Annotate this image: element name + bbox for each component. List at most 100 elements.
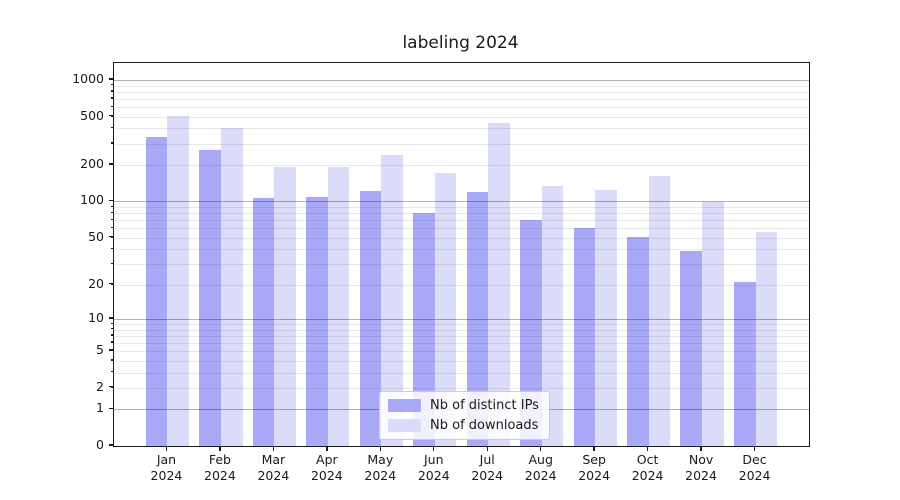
bar-distinct-ips bbox=[466, 191, 489, 446]
y-minor-tick-mark bbox=[110, 115, 113, 117]
x-tick-mark bbox=[486, 446, 488, 451]
y-minor-tick-mark bbox=[110, 247, 113, 250]
minor-gridline bbox=[114, 237, 809, 239]
legend-label-downloads: Nb of downloads bbox=[430, 418, 539, 433]
chart-title: labeling 2024 bbox=[402, 33, 519, 53]
legend-label-distinct-ips: Nb of distinct IPs bbox=[430, 398, 539, 413]
y-minor-tick-mark bbox=[110, 328, 113, 330]
y-tick-label: 20 bbox=[88, 275, 104, 291]
minor-gridline bbox=[114, 116, 809, 118]
bar-downloads bbox=[381, 154, 403, 446]
x-tick-label-year: 2024 bbox=[578, 468, 611, 483]
bar-distinct-ips bbox=[627, 236, 649, 446]
minor-gridline bbox=[114, 128, 809, 130]
minor-gridline bbox=[114, 143, 809, 145]
x-tick-label-month: May bbox=[367, 452, 394, 467]
y-minor-tick-mark bbox=[110, 334, 113, 336]
plot-area bbox=[113, 62, 810, 447]
minor-gridline bbox=[114, 165, 809, 167]
y-tick-mark bbox=[108, 317, 113, 319]
bar-distinct-ips bbox=[306, 196, 328, 446]
x-tick-label-year: 2024 bbox=[631, 468, 664, 483]
minor-gridline bbox=[114, 329, 809, 331]
y-tick-mark bbox=[108, 444, 113, 446]
bar-downloads bbox=[702, 201, 724, 446]
y-minor-tick-mark bbox=[110, 97, 113, 99]
x-tick-mark bbox=[700, 446, 702, 451]
x-tick-label-year: 2024 bbox=[310, 468, 343, 483]
x-tick-label-month: Jun bbox=[424, 452, 444, 467]
y-tick-label: 1000 bbox=[72, 70, 104, 86]
x-tick-label-year: 2024 bbox=[738, 468, 771, 483]
y-minor-tick-mark bbox=[110, 386, 113, 388]
minor-gridline bbox=[114, 335, 809, 337]
x-tick-label-month: Apr bbox=[316, 452, 338, 467]
minor-gridline bbox=[114, 107, 809, 108]
minor-gridline bbox=[114, 342, 809, 344]
x-tick-mark bbox=[219, 446, 221, 451]
minor-gridline bbox=[114, 98, 809, 100]
y-minor-tick-mark bbox=[110, 211, 113, 214]
x-tick-label-year: 2024 bbox=[364, 468, 397, 483]
x-tick-label-year: 2024 bbox=[150, 468, 183, 483]
y-tick-label: 2 bbox=[96, 378, 104, 394]
minor-gridline bbox=[114, 207, 809, 208]
bar-distinct-ips bbox=[573, 228, 596, 446]
y-minor-tick-mark bbox=[110, 349, 113, 351]
y-tick-label: 5 bbox=[96, 342, 104, 358]
bar-distinct-ips bbox=[199, 150, 221, 446]
y-tick-label: 500 bbox=[80, 107, 104, 123]
bar-distinct-ips bbox=[680, 250, 703, 446]
x-tick-mark bbox=[165, 446, 168, 451]
minor-gridline bbox=[114, 387, 809, 389]
y-minor-tick-mark bbox=[110, 90, 113, 92]
y-minor-tick-mark bbox=[110, 205, 113, 207]
x-tick-mark bbox=[753, 446, 756, 451]
bar-downloads bbox=[595, 190, 617, 446]
y-tick-label: 50 bbox=[88, 228, 104, 244]
y-minor-tick-mark bbox=[110, 371, 113, 373]
bar-downloads bbox=[327, 166, 350, 446]
y-tick-label: 1 bbox=[96, 400, 104, 416]
bar-downloads bbox=[541, 186, 564, 446]
y-minor-tick-mark bbox=[110, 226, 113, 229]
x-tick-mark bbox=[326, 446, 328, 451]
minor-gridline bbox=[114, 91, 809, 93]
x-tick-label-month: Dec bbox=[742, 452, 767, 467]
x-tick-mark bbox=[593, 446, 595, 451]
y-minor-tick-mark bbox=[110, 142, 113, 144]
minor-gridline bbox=[114, 264, 809, 266]
bar-distinct-ips bbox=[413, 213, 435, 446]
major-gridline bbox=[114, 201, 809, 203]
bar-downloads bbox=[488, 123, 510, 446]
legend-item-downloads: Nb of downloads bbox=[388, 418, 539, 433]
x-tick-label-year: 2024 bbox=[204, 468, 236, 483]
minor-gridline bbox=[114, 249, 809, 251]
x-tick-label-month: Sep bbox=[582, 452, 606, 467]
legend-swatch-downloads bbox=[388, 419, 421, 432]
y-minor-tick-mark bbox=[110, 236, 113, 238]
x-tick-label-year: 2024 bbox=[257, 468, 290, 483]
x-tick-label-month: Aug bbox=[528, 452, 553, 467]
bar-downloads bbox=[220, 128, 243, 446]
y-minor-tick-mark bbox=[110, 84, 113, 86]
x-tick-label-month: Nov bbox=[688, 452, 714, 467]
bar-downloads bbox=[274, 166, 296, 446]
bar-distinct-ips bbox=[145, 137, 168, 446]
x-tick-label-year: 2024 bbox=[524, 468, 557, 483]
legend-item-distinct-ips: Nb of distinct IPs bbox=[388, 398, 539, 413]
y-tick-mark bbox=[108, 78, 113, 80]
y-tick-label: 100 bbox=[80, 192, 104, 208]
minor-gridline bbox=[114, 220, 809, 222]
y-tick-mark bbox=[108, 407, 113, 409]
x-tick-label-year: 2024 bbox=[417, 468, 450, 483]
x-tick-label-month: Jul bbox=[479, 452, 495, 467]
major-gridline bbox=[114, 79, 809, 81]
y-minor-tick-mark bbox=[110, 126, 113, 129]
legend-swatch-distinct-ips bbox=[388, 399, 421, 412]
x-tick-label-month: Mar bbox=[261, 452, 286, 467]
bar-downloads bbox=[755, 231, 778, 446]
x-tick-label-month: Jan bbox=[156, 452, 177, 467]
y-tick-mark bbox=[108, 199, 113, 202]
